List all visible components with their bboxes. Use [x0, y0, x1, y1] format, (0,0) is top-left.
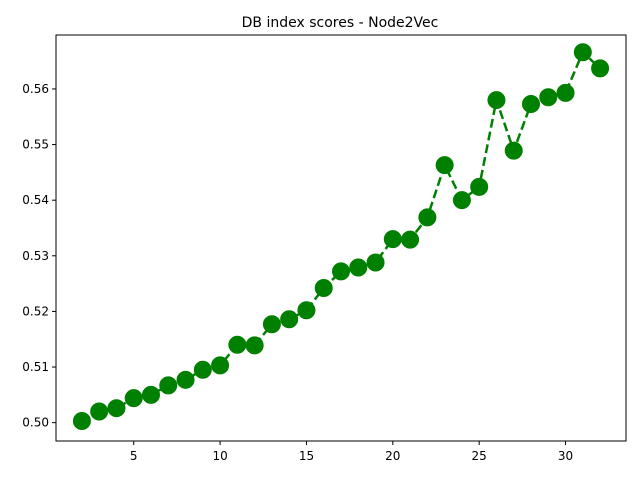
data-point	[314, 279, 333, 298]
data-point	[591, 59, 610, 78]
chart-title: DB index scores - Node2Vec	[242, 15, 439, 31]
data-point	[124, 389, 143, 408]
y-tick-label: 0.56	[22, 82, 49, 96]
data-point	[401, 230, 420, 249]
data-point	[418, 208, 437, 227]
data-point	[297, 301, 316, 320]
x-tick-label: 10	[212, 449, 227, 463]
y-tick-label: 0.50	[22, 416, 49, 430]
data-point	[349, 258, 368, 277]
data-point	[435, 156, 454, 175]
x-tick-label: 30	[558, 449, 573, 463]
x-tick-label: 5	[130, 449, 138, 463]
x-tick-label: 25	[472, 449, 487, 463]
data-point	[573, 43, 592, 62]
data-point	[142, 385, 160, 404]
y-tick-label: 0.51	[22, 360, 49, 374]
data-point	[366, 253, 385, 272]
y-tick-label: 0.55	[22, 138, 49, 152]
data-point	[193, 360, 212, 379]
plot-frame	[55, 34, 627, 442]
data-point	[159, 376, 178, 395]
x-tick-label: 15	[299, 449, 314, 463]
series-line	[81, 50, 601, 423]
data-point	[504, 141, 523, 160]
axes: 5 10 15 20 25 30 0.50 0.51 0.52 0.53 0.54 0.55 0.56	[22, 34, 627, 463]
x-tick-label: 20	[385, 449, 400, 463]
y-tick-label: 0.54	[22, 193, 49, 207]
data-point	[556, 83, 575, 102]
data-point	[90, 402, 109, 421]
data-point	[280, 310, 299, 329]
data-point	[211, 356, 230, 375]
data-point	[245, 336, 264, 355]
data-point	[539, 88, 558, 107]
data-point	[107, 399, 126, 418]
data-point	[72, 411, 91, 430]
plot-area	[72, 43, 610, 430]
y-tick-label: 0.52	[22, 304, 49, 318]
data-point	[487, 91, 506, 110]
y-tick-label: 0.53	[22, 249, 49, 263]
data-point	[522, 94, 540, 113]
data-point	[452, 191, 471, 210]
data-point	[228, 335, 247, 354]
data-point	[383, 230, 402, 249]
data-point	[262, 315, 281, 334]
data-point	[470, 177, 489, 196]
data-point	[176, 370, 195, 389]
data-point	[332, 262, 350, 281]
